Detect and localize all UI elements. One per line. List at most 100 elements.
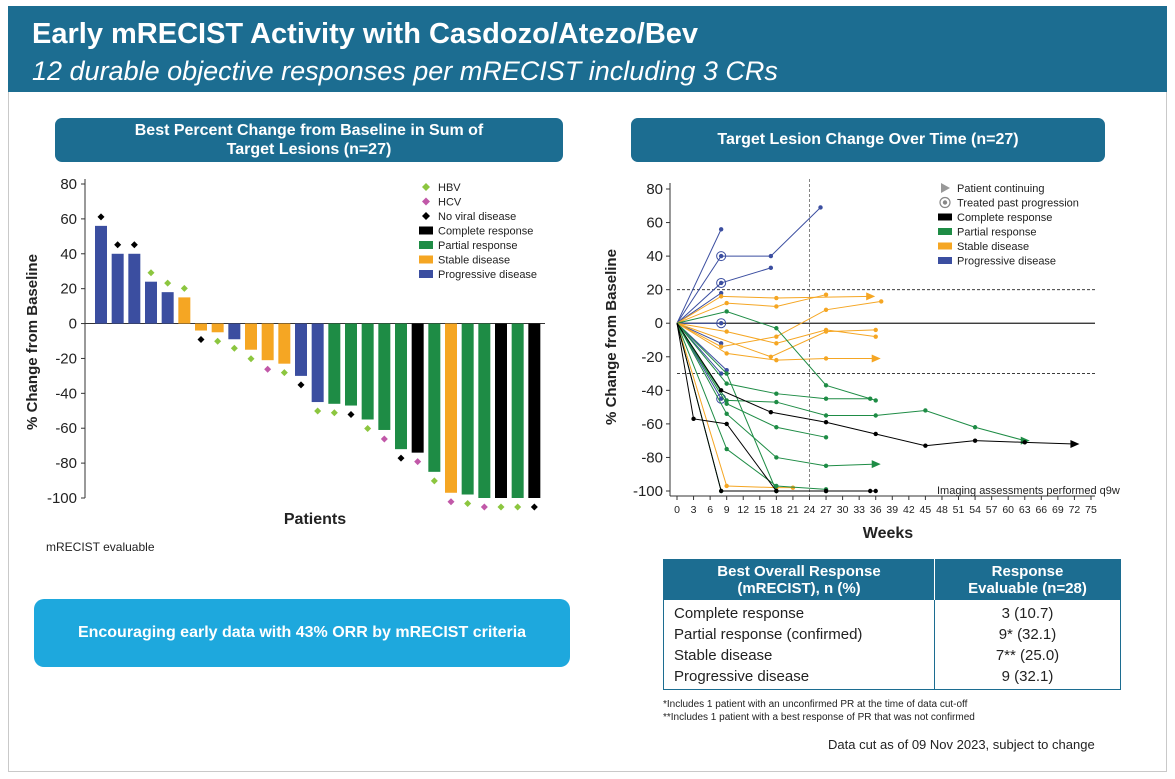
spider-point xyxy=(718,227,724,232)
legend-diamond xyxy=(422,197,430,206)
waterfall-y-tick-label: -40 xyxy=(55,385,77,402)
spider-point xyxy=(823,420,829,425)
waterfall-viral-marker xyxy=(130,241,138,249)
waterfall-viral-marker xyxy=(364,425,372,432)
legend-label: HCV xyxy=(438,197,462,209)
legend-swatch xyxy=(938,257,952,264)
waterfall-viral-marker xyxy=(114,241,122,249)
waterfall-viral-marker xyxy=(447,498,455,506)
spider-point xyxy=(873,327,878,333)
waterfall-bar xyxy=(95,225,107,324)
legend-label: Progressive disease xyxy=(438,269,537,281)
legend-swatch xyxy=(419,241,433,249)
waterfall-bar xyxy=(428,323,441,472)
table-row: Partial response (confirmed) 9* (32.1) xyxy=(664,624,1121,645)
spider-point xyxy=(823,463,829,469)
legend-label: Partial response xyxy=(957,227,1037,239)
waterfall-bar xyxy=(111,253,124,324)
waterfall-viral-marker xyxy=(180,284,188,292)
spider-point xyxy=(724,329,729,334)
spider-series-line xyxy=(676,322,1025,442)
waterfall-bar xyxy=(345,323,357,406)
legend-swatch xyxy=(938,213,952,221)
spider-series-line xyxy=(676,322,871,400)
row-value: 9 (32.1) xyxy=(934,666,1121,690)
legend-label: Complete response xyxy=(438,226,533,238)
spider-point xyxy=(873,488,878,494)
spider-point xyxy=(774,334,779,339)
spider-x-tick-label: 39 xyxy=(886,504,898,516)
spider-point xyxy=(691,416,696,422)
waterfall-y-tick-label: 40 xyxy=(60,246,77,263)
spider-x-tick-label: 9 xyxy=(724,504,730,516)
spider-x-tick-label: 72 xyxy=(1069,504,1081,516)
spider-point xyxy=(768,409,774,415)
spider-point xyxy=(873,413,878,418)
waterfall-viral-marker xyxy=(397,454,405,462)
legend-ring-dot xyxy=(942,200,948,205)
response-table: Best Overall Response (mRECIST), n (%) R… xyxy=(663,559,1121,690)
waterfall-bar xyxy=(495,323,507,498)
spider-point xyxy=(724,351,729,356)
spider-point xyxy=(774,295,779,301)
legend-diamond xyxy=(422,212,430,220)
row-label: Partial response (confirmed) xyxy=(674,626,863,643)
table-footnote-2: **Includes 1 patient with a best respons… xyxy=(663,712,975,723)
waterfall-viral-marker xyxy=(214,337,222,345)
waterfall-y-tick-label: -80 xyxy=(55,455,77,472)
waterfall-viral-marker xyxy=(414,458,422,466)
legend-label: HBV xyxy=(438,182,461,194)
legend-swatch xyxy=(419,255,433,264)
spider-continuing-marker xyxy=(1070,440,1080,449)
header-left-line1: Best Overall Response xyxy=(717,563,881,580)
waterfall-bar xyxy=(528,323,541,498)
spider-y-tick-label: -80 xyxy=(641,449,663,466)
response-table-header-right: Response Evaluable (n=28) xyxy=(934,559,1121,600)
waterfall-bar xyxy=(478,323,491,498)
spider-y-tick-label: -40 xyxy=(641,382,663,399)
spider-x-tick-label: 60 xyxy=(1002,504,1014,516)
header-left-line2: (mRECIST), n (%) xyxy=(737,580,861,597)
spider-point xyxy=(823,488,829,494)
waterfall-chart: 80 60 40 20 0 -20 -40 -60 -80 -100 HBV HCV No viral… xyxy=(24,176,545,528)
waterfall-viral-marker xyxy=(164,279,172,287)
waterfall-viral-marker xyxy=(480,503,488,511)
spider-x-tick-label: 18 xyxy=(771,504,783,516)
legend-label: Stable disease xyxy=(438,255,510,267)
slide-subtitle: 12 durable objective responses per mRECI… xyxy=(32,56,778,86)
waterfall-viral-marker xyxy=(97,213,105,221)
spider-series-line xyxy=(676,323,793,489)
spider-x-tick-label: 51 xyxy=(953,504,965,516)
spider-treated-past-progression-marker xyxy=(716,318,727,329)
spider-point xyxy=(718,371,724,376)
waterfall-viral-marker xyxy=(247,355,255,363)
legend-label: Patient continuing xyxy=(957,183,1044,195)
waterfall-y-tick-label: 0 xyxy=(69,316,77,333)
spider-imaging-note: Imaging assessments performed q9w xyxy=(937,485,1120,497)
spider-series-line xyxy=(676,229,722,324)
spider-point xyxy=(879,299,884,304)
legend-swatch xyxy=(938,228,952,235)
spider-point xyxy=(718,294,724,299)
spider-point xyxy=(774,399,779,405)
waterfall-bar xyxy=(361,323,374,420)
spider-x-tick-label: 3 xyxy=(691,504,697,516)
legend-label: Partial response xyxy=(438,240,518,252)
waterfall-viral-marker xyxy=(330,409,338,417)
spider-x-tick-label: 27 xyxy=(820,504,832,516)
spider-series-line xyxy=(676,323,876,492)
row-value: 7** (25.0) xyxy=(934,645,1121,666)
spider-point xyxy=(718,341,724,346)
waterfall-bar xyxy=(161,292,174,324)
spider-point xyxy=(823,292,829,297)
legend-diamond xyxy=(422,183,430,191)
waterfall-viral-marker xyxy=(314,407,322,415)
spider-point xyxy=(868,396,873,401)
table-row: Complete response 3 (10.7) xyxy=(664,600,1121,624)
header-right-line1: Response xyxy=(991,563,1064,580)
row-label: Progressive disease xyxy=(674,668,810,685)
waterfall-viral-marker xyxy=(530,503,538,511)
spider-x-tick-label: 57 xyxy=(986,504,998,516)
waterfall-y-tick-label: -20 xyxy=(55,350,77,367)
spider-y-tick-label: 40 xyxy=(646,248,663,265)
